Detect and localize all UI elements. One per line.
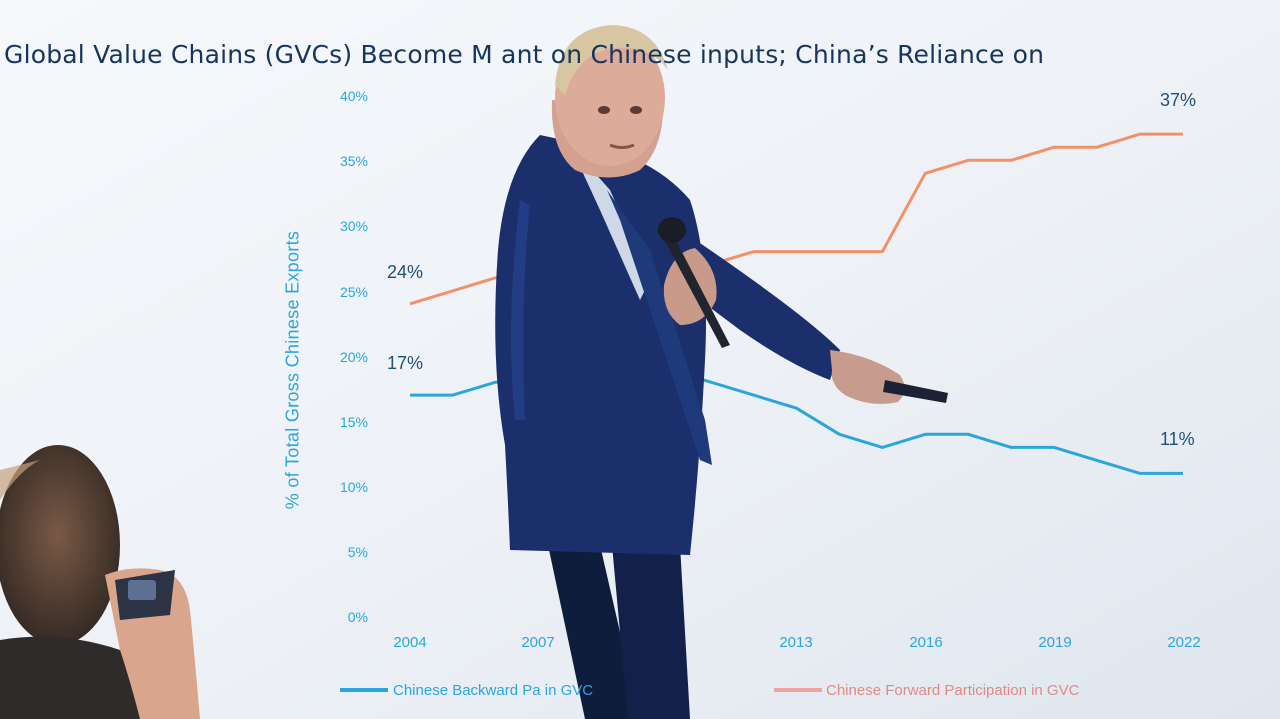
slide-title: Global Value Chains (GVCs) Become M ant … <box>4 40 1045 69</box>
y-tick-label: 10% <box>339 479 368 495</box>
spectator-figure <box>0 445 200 719</box>
legend-swatch-backward <box>340 688 388 692</box>
x-tick-label: 2013 <box>779 634 813 651</box>
forward-start-label: 24% <box>387 262 424 282</box>
x-tick-label: 2019 <box>1038 634 1072 651</box>
y-tick-label: 15% <box>339 414 368 430</box>
legend-label-backward: Chinese Backward Pa in GVC <box>393 682 594 699</box>
y-tick-label: 20% <box>339 349 368 365</box>
backward-end-label: 11% <box>1160 429 1195 449</box>
y-tick-label: 30% <box>339 218 368 234</box>
y-tick-label: 40% <box>339 88 368 104</box>
legend-label-forward: Chinese Forward Participation in GVC <box>826 682 1080 699</box>
x-tick-label: 2007 <box>521 634 555 651</box>
y-axis-label: % of Total Gross Chinese Exports <box>282 230 303 510</box>
y-tick-label: 5% <box>347 544 368 560</box>
y-tick-label: 25% <box>339 284 368 300</box>
presenter-figure <box>495 25 948 719</box>
y-tick-label: 0% <box>347 609 368 625</box>
legend-swatch-forward <box>774 688 822 692</box>
x-tick-label: 2004 <box>393 634 427 651</box>
x-tick-label: 2022 <box>1167 634 1201 651</box>
backward-start-label: 17% <box>387 353 424 373</box>
forward-end-label: 37% <box>1160 90 1197 110</box>
y-tick-label: 35% <box>339 153 368 169</box>
x-tick-label: 2016 <box>909 634 943 651</box>
